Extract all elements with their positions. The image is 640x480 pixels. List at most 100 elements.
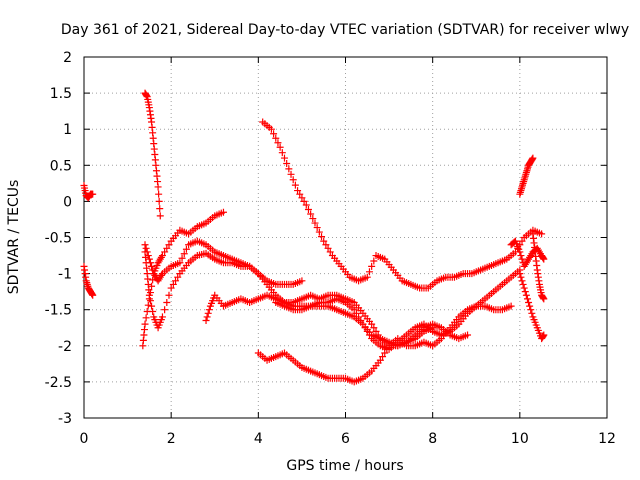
data-point <box>291 181 299 189</box>
x-tick-label: 4 <box>254 431 263 447</box>
data-point <box>202 317 210 325</box>
data-point <box>172 277 180 285</box>
x-tick-label: 8 <box>428 431 437 447</box>
data-point <box>174 273 182 281</box>
series-s13 <box>516 270 548 343</box>
data-point <box>518 255 526 263</box>
data-point <box>516 270 524 278</box>
y-tick-label: 0.5 <box>50 158 72 174</box>
data-point <box>272 134 280 142</box>
y-tick-label: -2.5 <box>45 375 72 391</box>
data-point <box>361 324 369 332</box>
data-point <box>141 320 149 328</box>
data-point <box>167 284 175 292</box>
x-tick-label: 12 <box>598 431 616 447</box>
data-point <box>158 313 166 321</box>
data-point <box>149 266 157 274</box>
data-point <box>359 320 367 328</box>
data-point <box>365 268 373 276</box>
data-point <box>294 187 302 195</box>
data-point <box>280 154 288 162</box>
data-point <box>540 295 548 303</box>
data-point <box>142 314 150 322</box>
data-point <box>204 309 212 317</box>
data-point <box>518 237 526 245</box>
data-point <box>270 130 278 138</box>
y-tick-label: 2 <box>63 50 72 66</box>
data-point <box>145 255 153 263</box>
x-tick-label: 2 <box>167 431 176 447</box>
data-point <box>146 259 154 267</box>
data-point <box>540 255 548 263</box>
data-point <box>517 273 525 281</box>
data-point <box>156 212 164 220</box>
data-point <box>296 190 304 198</box>
data-point <box>89 291 97 299</box>
series-s2 <box>80 262 97 299</box>
axis-ticks: -3 -2.5 -2 -1.5 -1 -0.5 0 0.5 1 1.5 2 0 2 4 6 8 10 12 <box>45 50 616 447</box>
chart-title: Day 361 of 2021, Sidereal Day-to-day VTE… <box>61 22 629 38</box>
data-point <box>526 302 534 310</box>
data-point <box>368 320 376 328</box>
data-point <box>219 208 227 216</box>
data-point <box>520 284 528 292</box>
data-point <box>298 277 306 285</box>
data-point <box>165 291 173 299</box>
data-point <box>517 252 525 260</box>
data-point <box>372 327 380 335</box>
y-tick-label: -1.5 <box>45 303 72 319</box>
y-tick-label: -1 <box>58 267 72 283</box>
data-point <box>267 125 275 133</box>
data-point <box>313 224 321 232</box>
data-point <box>89 190 97 198</box>
data-point <box>525 298 533 306</box>
data-point <box>287 170 295 178</box>
data-point <box>355 313 363 321</box>
y-tick-label: -3 <box>58 411 72 427</box>
x-tick-label: 6 <box>341 431 350 447</box>
data-point <box>352 309 360 317</box>
data-point <box>311 219 319 227</box>
data-point <box>324 244 332 252</box>
y-tick-label: 1 <box>63 122 72 138</box>
data-point <box>363 327 371 335</box>
data-point <box>365 331 373 339</box>
data-point <box>148 302 156 310</box>
data-point <box>519 280 527 288</box>
data-point <box>144 252 152 260</box>
data-point <box>283 159 291 167</box>
data-point <box>178 254 186 262</box>
grid <box>84 57 607 418</box>
data-point <box>176 259 184 267</box>
data-point <box>507 302 515 310</box>
y-tick-label: 0 <box>63 194 72 210</box>
data-point <box>363 273 371 281</box>
data-point <box>368 262 376 270</box>
data-point <box>155 197 163 205</box>
data-point <box>318 233 326 241</box>
plot-frame <box>83 56 608 419</box>
series-s10 <box>272 266 524 353</box>
data-point <box>540 331 548 339</box>
data-point <box>285 165 293 173</box>
series-s6 <box>141 237 437 350</box>
data-point <box>522 291 530 299</box>
data-point <box>165 241 173 249</box>
data-point <box>274 139 282 147</box>
data-point <box>154 183 162 191</box>
data-point <box>205 306 213 314</box>
y-tick-label: -0.5 <box>45 231 72 247</box>
data-point <box>155 190 163 198</box>
data-points <box>80 89 548 386</box>
series-s8 <box>259 118 546 292</box>
series-s1 <box>80 182 97 202</box>
data-point <box>289 176 297 184</box>
data-point <box>298 194 306 202</box>
data-point <box>145 291 153 299</box>
data-point <box>144 301 152 309</box>
data-point <box>161 306 169 314</box>
data-point <box>180 250 188 258</box>
data-point <box>163 244 171 252</box>
data-point <box>163 298 171 306</box>
